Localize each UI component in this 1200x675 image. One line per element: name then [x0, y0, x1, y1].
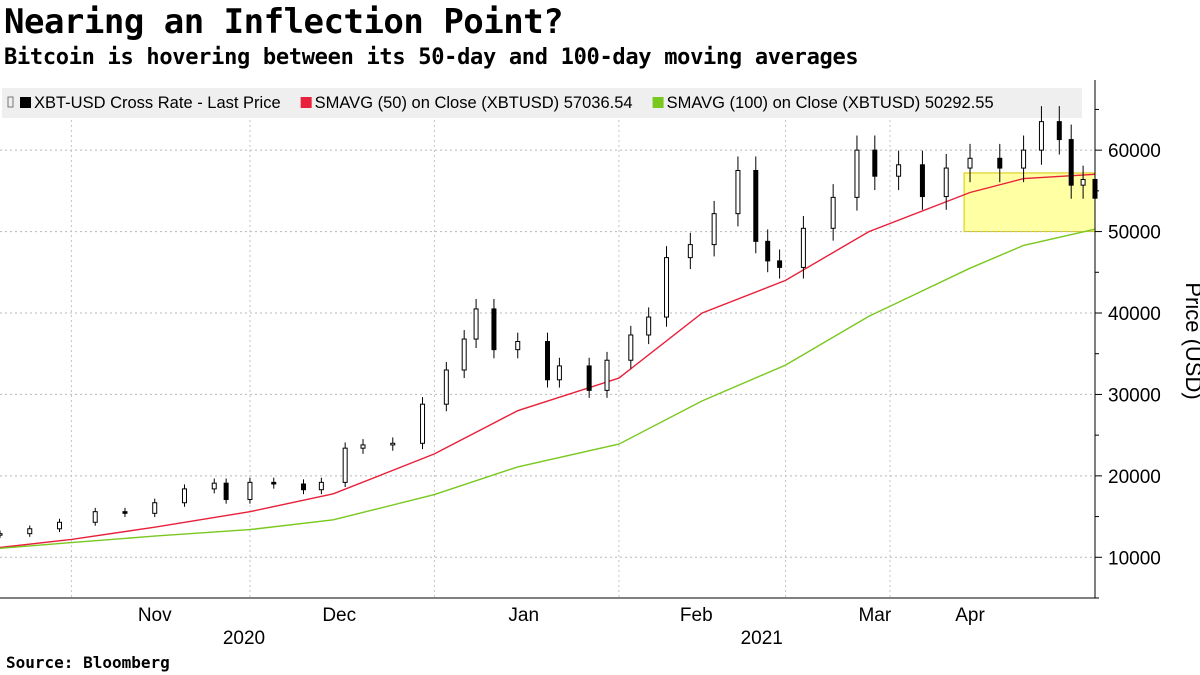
xtick-year-label: 2020 — [223, 628, 265, 649]
legend: XBT-USD Cross Rate - Last Price SMAVG (50… — [2, 88, 1082, 118]
candle-body — [919, 164, 925, 198]
candle-body — [0, 533, 3, 536]
candle-body — [473, 308, 479, 340]
ytick-label: 60000 — [1108, 141, 1161, 162]
candle-body — [301, 483, 307, 491]
candle-body — [711, 213, 717, 246]
candle-body — [360, 444, 366, 449]
candle-body — [318, 481, 324, 491]
candle-body — [92, 511, 98, 523]
legend-swatch — [652, 97, 664, 108]
xtick-label: Dec — [322, 605, 356, 626]
ytick-label: 40000 — [1108, 304, 1161, 325]
xtick-label: Feb — [680, 605, 713, 626]
candle-body — [223, 482, 229, 500]
candle-body — [390, 442, 396, 446]
candle-body — [765, 240, 771, 262]
candle-body — [777, 260, 783, 268]
candle-body — [586, 365, 592, 391]
candle-body — [181, 488, 187, 504]
candle-body — [27, 528, 33, 535]
candle-body — [545, 341, 550, 381]
highlight-layer — [963, 172, 1096, 233]
candle-body — [628, 334, 634, 361]
ytick-label: 30000 — [1108, 385, 1161, 406]
candle-body — [800, 227, 806, 268]
xtick-label: Jan — [508, 605, 539, 626]
candle-body — [1021, 149, 1027, 169]
chart-subtitle: Bitcoin is hovering between its 50-day a… — [4, 45, 859, 70]
xtick-label: Apr — [955, 605, 985, 626]
candle-body — [830, 196, 836, 229]
candle-body — [1080, 178, 1086, 186]
legend-label: SMAVG (50) on Close (XBTUSD) 57036.54 — [315, 94, 633, 112]
legend-handle-icon — [7, 96, 14, 108]
candle-body — [604, 359, 610, 391]
candle-body — [1068, 139, 1074, 186]
candle-body — [515, 341, 521, 351]
candle-body — [687, 244, 693, 259]
candle-body — [1056, 121, 1062, 141]
candle-body — [753, 170, 759, 242]
ytick-label: 50000 — [1108, 223, 1161, 244]
candle-body — [664, 257, 670, 318]
candle-body — [967, 157, 973, 169]
candle-body — [854, 149, 860, 198]
gridlines — [0, 115, 1095, 598]
chart-title: Nearing an Inflection Point? — [4, 2, 564, 42]
ytick-label: 10000 — [1108, 548, 1161, 569]
candle-body — [247, 481, 253, 500]
candle-body — [152, 502, 158, 514]
xtick-label: Mar — [858, 605, 891, 626]
legend-label: SMAVG (100) on Close (XBTUSD) 50292.55 — [667, 94, 994, 112]
series-line-SMAVG (50) on Close (XBTUSD) 57036.54 — [0, 173, 1096, 549]
y-axis-title: Price (USD) — [1181, 282, 1200, 399]
axes: 10000 20000 30000 40000 50000 60000 Nov Dec Jan F… — [0, 80, 1200, 649]
candle-body — [896, 164, 902, 177]
legend-label: XBT-USD Cross Rate - Last Price — [34, 94, 281, 112]
candle-body — [342, 447, 348, 483]
candle-body — [1038, 121, 1044, 151]
legend-background — [2, 88, 1082, 118]
xtick-label: Nov — [138, 605, 172, 626]
highlight-box — [963, 172, 1096, 233]
xtick-year-label: 2021 — [741, 628, 783, 649]
candle-body — [420, 403, 426, 444]
candle-body — [646, 316, 652, 336]
source-note: Source: Bloomberg — [6, 653, 170, 672]
candle-body — [997, 157, 1003, 169]
candle-body — [57, 521, 63, 530]
legend-swatch — [300, 97, 312, 108]
legend-swatch — [20, 97, 31, 108]
candle-body — [735, 170, 741, 215]
candle-body — [271, 481, 277, 485]
series-layer — [0, 106, 1098, 549]
candle-body — [461, 338, 467, 371]
candle-body — [443, 369, 449, 405]
candle-body — [491, 308, 497, 351]
candle-body — [872, 149, 878, 177]
series-line-SMAVG (100) on Close (XBTUSD) 50292.55 — [0, 228, 1096, 549]
candle-body — [556, 365, 562, 381]
ytick-label: 20000 — [1108, 467, 1161, 488]
candle-body — [943, 167, 949, 198]
candle-body — [211, 482, 217, 490]
candle-body — [122, 511, 128, 514]
